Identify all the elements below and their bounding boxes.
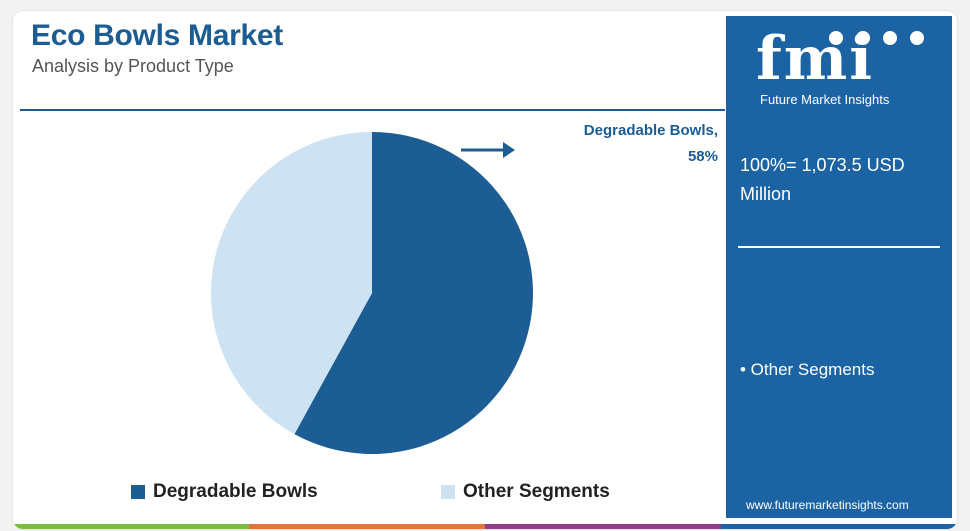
chart-card: Eco Bowls Market Analysis by Product Typ… xyxy=(13,11,957,529)
pie-slice-other-segments xyxy=(211,132,372,435)
legend-swatch xyxy=(131,485,145,499)
legend-swatch xyxy=(441,485,455,499)
header-divider xyxy=(20,109,725,111)
legend-label: Other Segments xyxy=(463,481,610,502)
market-total-value: 100%= 1,073.5 USD xyxy=(740,155,905,175)
market-total: 100%= 1,073.5 USD Million xyxy=(740,151,940,209)
legend-label: Degradable Bowls xyxy=(153,481,318,502)
website-link[interactable]: www.futuremarketinsights.com xyxy=(746,498,909,512)
pie-slice-degradable-bowls xyxy=(294,132,533,454)
logo-figures-icon xyxy=(829,31,924,45)
page-subtitle: Analysis by Product Type xyxy=(32,56,234,76)
legend-item-degradable-bowls: Degradable Bowls xyxy=(131,481,318,503)
fmi-logo: fmi xyxy=(756,24,875,94)
legend-item-other-segments: Other Segments xyxy=(441,481,610,503)
callout-label: Degradable Bowls, xyxy=(583,122,718,139)
slice-callout: Degradable Bowls, 58% xyxy=(538,118,718,170)
market-total-unit: Million xyxy=(740,184,792,204)
bottom-color-stripe xyxy=(13,524,957,529)
logo-caption: Future Market Insights xyxy=(760,92,890,107)
info-sidebar: fmi Future Market Insights 100%= 1,073.5… xyxy=(726,16,952,518)
page-title: Eco Bowls Market xyxy=(31,19,283,52)
callout-arrow xyxy=(461,142,515,158)
pie-chart xyxy=(211,132,533,454)
callout-value: 58% xyxy=(687,148,718,165)
other-segments-note: • Other Segments xyxy=(740,360,875,379)
sidebar-divider xyxy=(738,246,940,248)
